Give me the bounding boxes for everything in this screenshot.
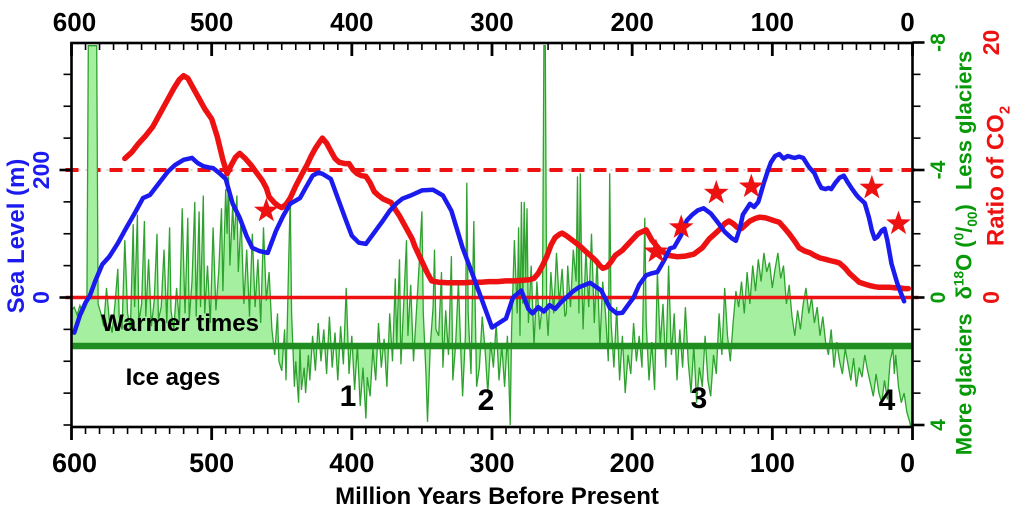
d18o-symbol: δ18O (0/00) xyxy=(951,204,981,300)
ice-age-zone-3: 3 xyxy=(690,382,708,415)
co2-proxy-star xyxy=(703,179,729,204)
bottom-axis-tick-label: 500 xyxy=(189,448,234,478)
top-axis-tick-label: 400 xyxy=(330,7,373,37)
top-axis-tick-label: 0 xyxy=(900,7,914,37)
sea-level-curve xyxy=(72,151,907,335)
x-axis-title: Million Years Before Present xyxy=(335,483,659,510)
d18o-curve xyxy=(71,45,912,427)
warmer-times-label: Warmer times xyxy=(101,310,259,337)
co2-proxy-star xyxy=(643,238,669,263)
more-glaciers-label: More glaciers xyxy=(951,313,977,456)
co2-axis-title: Ratio of CO2 xyxy=(982,105,1014,247)
ice-age-zone-2: 2 xyxy=(477,384,495,417)
sea-level-axis-title: Sea Level (m) xyxy=(3,158,30,314)
bottom-axis-tick-label: 0 xyxy=(900,448,915,478)
d18o-tick-label: -8 xyxy=(927,33,950,52)
co2-tick-label: 0 xyxy=(978,291,1004,304)
co2-ratio-curve xyxy=(122,72,912,292)
less-glaciers-label: Less glaciers xyxy=(951,50,977,191)
d18o-tick-label: 0 xyxy=(927,292,950,304)
d18o-axis-title: More glaciers δ18O (0/00) Less glaciers xyxy=(952,37,981,470)
bottom-axis-tick-label: 400 xyxy=(329,448,374,478)
bottom-axis-tick-label: 100 xyxy=(750,448,795,478)
sea-level-tick-label: 200 xyxy=(28,151,54,189)
bottom-axis-tick-label: 300 xyxy=(469,448,514,478)
co2-proxy-star xyxy=(668,214,694,238)
bottom-axis-tick-label: 600 xyxy=(52,448,97,478)
ice-ages-label: Ice ages xyxy=(125,364,221,391)
co2-proxy-star xyxy=(254,197,279,222)
co2-proxy-star xyxy=(859,174,885,199)
bottom-axis-tick-label: 200 xyxy=(610,448,655,478)
co2-proxy-star xyxy=(738,173,764,198)
d18o-tick-label: 4 xyxy=(927,419,950,431)
top-axis-tick-label: 500 xyxy=(190,7,233,37)
ice-age-zone-4: 4 xyxy=(878,384,896,417)
ice-age-zone-1: 1 xyxy=(339,380,357,413)
sea-level-tick-label: 0 xyxy=(28,291,54,304)
d18o-tick-label: -4 xyxy=(927,160,950,179)
top-axis-tick-label: 200 xyxy=(610,7,653,37)
co2-proxy-star xyxy=(886,210,911,235)
co2-tick-label: 20 xyxy=(978,30,1004,56)
top-axis-tick-label: 600 xyxy=(53,7,96,37)
top-axis-tick-label: 300 xyxy=(470,7,513,37)
top-axis-tick-label: 100 xyxy=(751,7,794,37)
